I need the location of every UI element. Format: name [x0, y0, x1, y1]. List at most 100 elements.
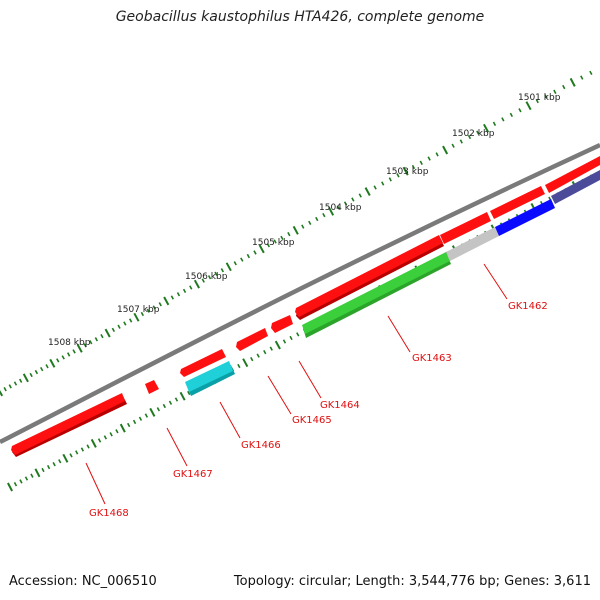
outer-ruler-tick	[34, 369, 39, 375]
outer-ruler-tick	[176, 292, 181, 297]
outer-ruler-tick	[483, 123, 490, 133]
kbp-label-1504: 1504 kbp	[319, 203, 362, 213]
outer-ruler-tick	[193, 279, 200, 289]
leader-gk1464	[298, 360, 322, 399]
outer-ruler-tick	[525, 101, 532, 111]
outer-ruler-tick	[343, 201, 348, 206]
outer-ruler-tick	[292, 225, 299, 235]
outer-ruler-tick	[258, 244, 265, 254]
inner-ruler-tick	[289, 335, 293, 341]
gene-label-gk1467[interactable]: GK1467	[173, 469, 213, 480]
outer-ruler-tick	[233, 261, 237, 266]
outer-ruler-tick	[100, 334, 104, 339]
kbp-label-1503: 1503 kbp	[386, 167, 429, 177]
gene-arrow-red-d[interactable]	[545, 156, 600, 193]
outer-ruler-tick	[381, 181, 385, 186]
inner-ruler-tick	[109, 432, 113, 437]
kbp-label-1501: 1501 kbp	[518, 93, 561, 103]
inner-ruler-tick	[34, 468, 41, 478]
outer-ruler-tick	[3, 387, 7, 392]
gene-label-gk1468[interactable]: GK1468	[89, 508, 129, 519]
inner-ruler-tick	[86, 444, 90, 449]
gene-arrow-gk1464[interactable]	[271, 315, 293, 333]
inner-ruler-tick	[7, 482, 13, 492]
outer-ruler-tick	[72, 349, 76, 354]
gene-arrow-gk1465[interactable]	[236, 328, 268, 351]
inner-ruler-tick	[132, 419, 137, 425]
leader-gk1466	[219, 401, 241, 439]
outer-ruler-tick	[273, 239, 277, 244]
outer-ruler-tick	[225, 262, 232, 272]
kbp-label-1508: 1508 kbp	[48, 338, 91, 348]
outer-ruler-tick	[476, 130, 480, 135]
outer-ruler-tick	[419, 160, 423, 165]
inner-ruler-tick	[263, 350, 267, 355]
gene-arrow-cyan[interactable]	[185, 361, 233, 392]
leader-gk1462	[483, 263, 508, 300]
gene-arrow-blue[interactable]	[495, 199, 555, 236]
outer-ruler-tick	[76, 343, 83, 353]
outer-ruler-tick	[451, 143, 455, 148]
gene-arrow-gk1466[interactable]	[180, 349, 226, 377]
kbp-label-1502: 1502 kbp	[452, 129, 495, 139]
outer-ruler-tick	[442, 145, 449, 155]
outer-ruler-tick	[158, 302, 162, 307]
outer-ruler-tick	[280, 235, 284, 240]
gene-label-gk1466[interactable]: GK1466	[241, 440, 281, 451]
inner-ruler-tick	[52, 462, 56, 467]
inner-ruler-tick	[119, 423, 126, 433]
inner-ruler-tick	[179, 391, 186, 401]
gene-arrow-gk1462[interactable]	[446, 227, 499, 261]
inner-ruler-tick	[103, 435, 108, 440]
inner-ruler-tick	[138, 416, 143, 421]
outer-ruler-tick	[351, 197, 355, 202]
gene-arrow-gk1467[interactable]	[145, 380, 159, 394]
outer-ruler-tick	[29, 372, 33, 378]
outer-ruler-tick	[364, 187, 371, 196]
gene-arrow-red-c[interactable]	[490, 186, 545, 219]
inner-ruler-tick	[62, 453, 69, 463]
gene-label-gk1463[interactable]: GK1463	[412, 353, 452, 364]
outer-ruler-tick	[492, 121, 497, 126]
inner-ruler-tick	[296, 332, 300, 337]
inner-ruler-tick	[30, 473, 34, 478]
inner-ruler-tick	[13, 482, 18, 487]
gene-label-gk1462[interactable]: GK1462	[508, 301, 548, 312]
outer-ruler-tick	[287, 232, 291, 237]
gene-arrow-gk1468[interactable]	[11, 393, 125, 455]
gene-label-gk1464[interactable]: GK1464	[320, 400, 360, 411]
outer-ruler-tick	[580, 75, 584, 80]
outer-ruler-tick	[56, 358, 60, 363]
outer-ruler-tick	[13, 381, 18, 386]
outer-ruler-tick	[214, 271, 218, 276]
inner-ruler-tick	[80, 447, 85, 452]
outer-ruler-tick	[435, 152, 439, 157]
outer-ruler-tick	[220, 268, 225, 273]
inner-ruler-tick	[269, 346, 273, 351]
inner-ruler-tick	[168, 400, 173, 405]
outer-ruler-tick	[18, 378, 23, 383]
outer-ruler-tick	[89, 340, 93, 345]
outer-ruler-tick	[569, 77, 576, 87]
outer-ruler-tick	[163, 296, 170, 306]
outer-ruler-tick	[388, 177, 392, 182]
genome-title: Geobacillus kaustophilus HTA426, complet…	[115, 9, 485, 25]
gene-arrow-red-b[interactable]	[440, 212, 491, 244]
inner-ruler-tick	[90, 438, 97, 448]
outer-ruler-tick	[402, 166, 409, 176]
genome-backbone	[0, 142, 600, 445]
leader-gk1463	[387, 315, 411, 353]
outer-ruler-tick	[49, 358, 56, 368]
outer-ruler-tick	[301, 224, 305, 229]
gene-arrow-slate[interactable]	[551, 170, 600, 204]
outer-ruler-tick	[66, 352, 71, 357]
leader-gk1465	[267, 375, 292, 415]
inner-ruler-tick	[126, 422, 131, 428]
gene-arrow-red-long[interactable]	[295, 235, 443, 317]
gene-label-gk1465[interactable]: GK1465	[292, 415, 332, 426]
outer-ruler-tick	[61, 355, 65, 360]
inner-ruler-tick	[144, 413, 149, 418]
gene-arrow-gk1463[interactable]	[302, 252, 450, 334]
outer-ruler-tick	[373, 185, 377, 190]
